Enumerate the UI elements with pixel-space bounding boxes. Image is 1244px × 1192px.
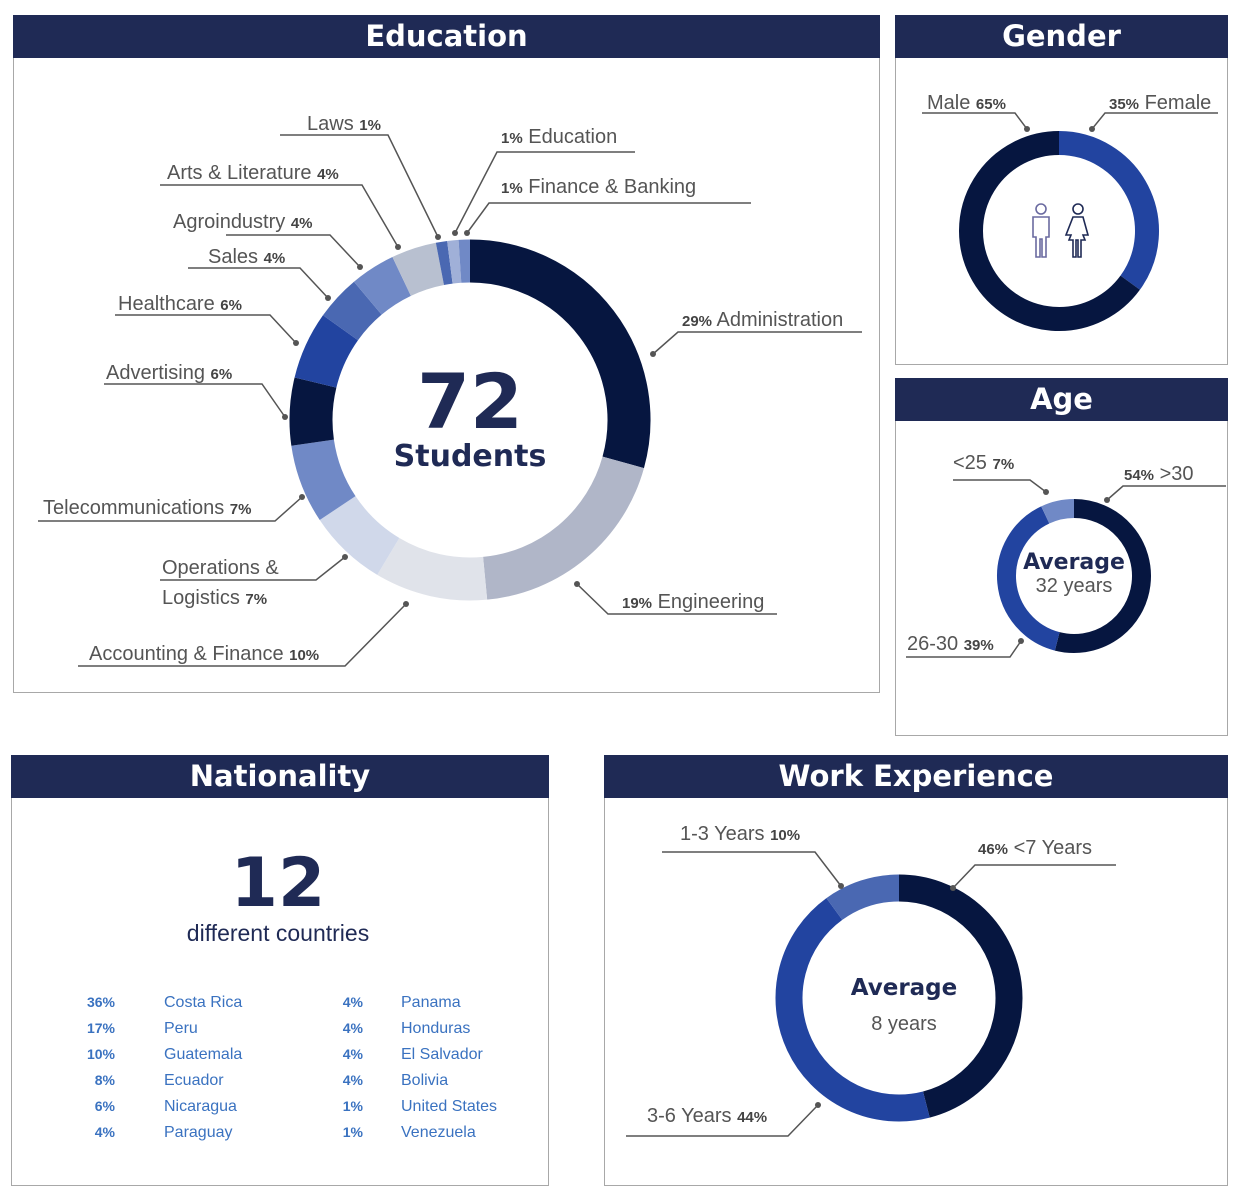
country-name: Honduras (401, 1020, 471, 1037)
donut-segment-1-3-years (826, 874, 900, 921)
country-count: 12 (230, 844, 326, 923)
label-over-7-years: 46% <7 Years (978, 837, 1093, 859)
donut-segment-telecommunications (291, 438, 356, 520)
panel-title: Nationality (11, 755, 549, 798)
age-panel: Age (895, 378, 1228, 736)
gender-icons (1032, 203, 1090, 258)
country-pct: 17% (86, 1020, 115, 1036)
nationality-center: 12 different countries (130, 848, 426, 947)
label-female: 35% Female (1109, 92, 1212, 114)
country-name: El Salvador (401, 1046, 483, 1063)
label-arts-literature: Arts & Literature 4% (167, 162, 339, 184)
country-pct: 4% (342, 994, 363, 1010)
country-pct: 10% (86, 1046, 115, 1062)
country-name: Venezuela (401, 1124, 476, 1141)
work-center: Average 8 years (829, 975, 979, 1036)
average-experience: 8 years (871, 1013, 937, 1035)
country-pct: 4% (94, 1124, 115, 1140)
label-over-30: 54% >30 (1124, 463, 1194, 485)
leader-lines (38, 112, 1226, 1137)
male-icon (1032, 203, 1050, 258)
donut-segment-3-6-years (775, 898, 930, 1122)
label-26-30: 26-30 39% (907, 633, 994, 655)
panel-title: Education (13, 15, 880, 58)
label-under-25: <25 7% (953, 452, 1015, 474)
donut-segment-engineering (482, 456, 644, 600)
country-pct: 4% (342, 1072, 363, 1088)
country-name: Nicaragua (164, 1098, 237, 1115)
label-3-6-years: 3-6 Years 44% (647, 1105, 768, 1127)
nationality-panel: Nationality (11, 755, 549, 1186)
country-name: Costa Rica (164, 994, 243, 1011)
leader-dots (282, 126, 1110, 1108)
label-administration: 29% Administration (682, 309, 844, 331)
panel-title: Work Experience (604, 755, 1228, 798)
country-pct: 8% (94, 1072, 115, 1088)
country-name: Peru (164, 1020, 198, 1037)
label-education: 1% Education (501, 126, 618, 148)
donut-segment-education (447, 239, 462, 284)
country-pct: 4% (342, 1020, 363, 1036)
donut-segment-operations-logistics (319, 495, 400, 575)
donut-segment-accounting-finance (377, 537, 488, 601)
student-count: 72 (417, 357, 523, 446)
students-label: Students (393, 439, 547, 474)
donut-segment-agroindustry (353, 257, 412, 316)
label-1-3-years: 1-3 Years 10% (680, 823, 801, 845)
country-pct: 4% (342, 1046, 363, 1062)
donut-segment-administration (469, 239, 651, 469)
donut-segment-26-30 (997, 506, 1060, 651)
label-agroindustry: Agroindustry 4% (173, 211, 313, 233)
donut-segment-laws (435, 240, 453, 286)
label-telecommunications: Telecommunications 7% (43, 497, 252, 519)
average-age: 32 years (1035, 575, 1113, 597)
label-finance-banking: 1% Finance & Banking (501, 176, 697, 198)
country-name: Panama (401, 994, 461, 1011)
label-healthcare: Healthcare 6% (118, 293, 242, 315)
label-male: Male 65% (927, 92, 1006, 114)
country-pct: 36% (86, 994, 115, 1010)
label-accounting-finance: Accounting & Finance 10% (89, 643, 320, 665)
panel-title: Age (895, 378, 1228, 421)
country-name: Paraguay (164, 1124, 233, 1141)
country-name: Bolivia (401, 1072, 449, 1089)
panel-title: Gender (895, 15, 1228, 58)
donut-segment-arts-literature (392, 242, 445, 297)
donut-segment-male (959, 131, 1140, 331)
donut-segment--25 (1041, 499, 1075, 524)
gender-panel: Gender (895, 15, 1228, 365)
female-icon (1064, 203, 1090, 258)
donut-segment-female (1058, 131, 1159, 290)
label-advertising: Advertising 6% (106, 362, 233, 384)
donut-segment--30 (1054, 499, 1151, 653)
donut-segment-advertising (289, 377, 337, 446)
country-pct: 6% (94, 1098, 115, 1114)
country-pct: 1% (342, 1098, 363, 1114)
country-pct: 1% (342, 1124, 363, 1140)
age-center: Average 32 years (1014, 550, 1134, 598)
label-sales: Sales 4% (208, 246, 286, 268)
donut-segment-healthcare (294, 315, 359, 389)
donut-segment--7-years (898, 874, 1023, 1118)
label-laws: Laws 1% (307, 113, 381, 135)
education-center: 72 Students (370, 362, 570, 472)
label-engineering: 19% Engineering (622, 591, 765, 613)
countries-label: different countries (186, 920, 370, 946)
country-name: United States (401, 1098, 498, 1115)
country-name: Ecuador (164, 1072, 224, 1089)
label-operations-logistics: Operations & Logistics 7% (162, 557, 279, 609)
average-title: Average (850, 975, 958, 1001)
donut-segment-sales (322, 281, 383, 341)
average-title: Average (1023, 550, 1125, 575)
country-name: Guatemala (164, 1046, 243, 1063)
